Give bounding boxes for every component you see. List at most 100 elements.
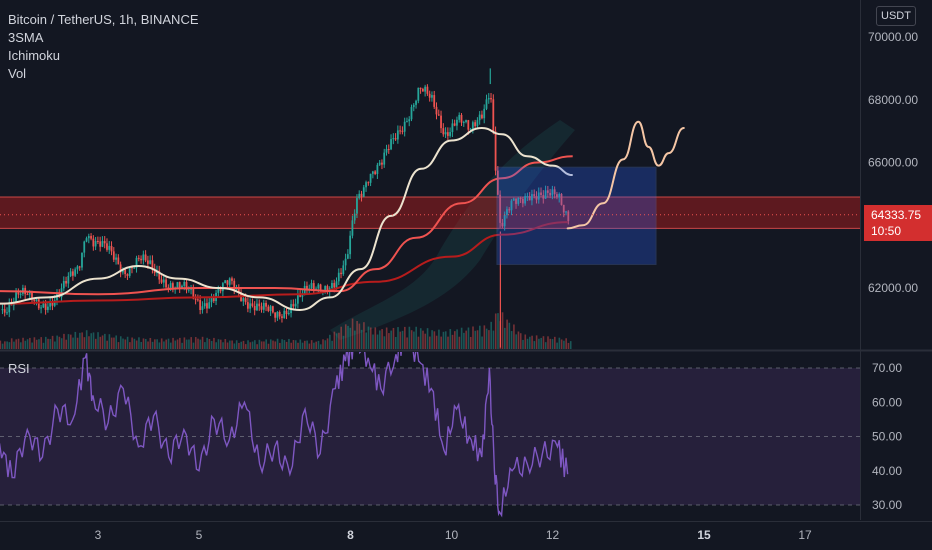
candle-body: [78, 266, 81, 268]
volume-bar: [13, 341, 15, 349]
volume-bar: [399, 331, 402, 349]
volume-bar: [185, 339, 188, 349]
candle-body: [426, 86, 429, 94]
candle-body: [401, 130, 404, 132]
volume-bar: [33, 337, 36, 349]
volume-bar: [131, 337, 133, 349]
volume-bar: [465, 330, 467, 349]
candle-body: [471, 122, 474, 129]
indicator-vol-label[interactable]: Vol: [8, 66, 27, 81]
candle-body: [299, 294, 302, 297]
candle-body: [551, 189, 554, 196]
rsi-axis-label: 70.00: [872, 361, 902, 375]
candle-body: [40, 307, 42, 309]
volume-bar: [401, 330, 404, 349]
volume-bar: [119, 336, 122, 349]
volume-bar: [10, 338, 13, 349]
volume-bar: [315, 341, 318, 349]
volume-bar: [467, 327, 470, 349]
candle-body: [144, 254, 147, 261]
candle-body: [203, 303, 206, 307]
volume-bar: [6, 341, 8, 349]
volume-bar: [517, 331, 520, 349]
candle-body: [260, 306, 263, 310]
volume-bar: [79, 332, 81, 349]
candle-body: [521, 198, 524, 204]
volume-bar: [90, 333, 93, 349]
volume-bar: [385, 327, 388, 349]
volume-bar: [222, 342, 224, 349]
volume-bar: [483, 325, 486, 349]
volume-bar: [279, 342, 281, 349]
volume-bar: [383, 336, 386, 349]
volume-bar: [417, 336, 420, 349]
candle-body: [315, 288, 317, 290]
candle-body: [169, 283, 172, 288]
candle-body: [69, 271, 72, 277]
candle-body: [317, 284, 320, 289]
volume-bar: [54, 341, 56, 349]
candle-body: [92, 238, 95, 247]
candle-body: [3, 309, 6, 313]
volume-bar: [519, 333, 522, 349]
volume-bar: [192, 342, 195, 349]
candle-body: [181, 285, 183, 288]
candle-body: [342, 265, 345, 275]
candle-body: [331, 283, 333, 289]
candle-body: [369, 173, 372, 183]
volume-bar: [372, 334, 374, 349]
volume-bar: [463, 332, 465, 349]
candle-body: [444, 132, 447, 135]
candle-body: [217, 288, 220, 293]
candle-body: [510, 200, 513, 211]
volume-bar: [497, 313, 499, 349]
volume-bar: [513, 324, 515, 349]
volume-bar: [176, 339, 179, 349]
volume-bar: [485, 328, 488, 349]
candle-body: [344, 258, 347, 266]
candle-body: [94, 240, 97, 247]
volume-bar: [183, 337, 186, 349]
volume-bar: [379, 330, 381, 349]
volume-bar: [219, 339, 222, 349]
candle-body: [446, 132, 449, 136]
candle-body: [15, 292, 17, 303]
volume-bar: [169, 342, 172, 349]
volume-bar: [85, 330, 88, 349]
volume-bar: [58, 336, 61, 349]
volume-bar: [413, 331, 415, 349]
volume-bar: [113, 337, 115, 349]
currency-button[interactable]: USDT: [876, 6, 916, 26]
volume-bar: [204, 342, 206, 349]
volume-bar: [406, 337, 408, 349]
candle-body: [42, 303, 45, 308]
volume-bar: [304, 340, 306, 349]
volume-bar: [331, 340, 333, 349]
candle-body: [165, 279, 167, 288]
candle-body: [178, 282, 181, 288]
volume-bar: [363, 322, 365, 349]
volume-bar: [76, 337, 79, 349]
volume-bar: [444, 331, 447, 349]
bar-countdown: 10:50: [871, 224, 902, 238]
volume-bar: [556, 342, 558, 349]
volume-bar: [547, 336, 549, 349]
volume-bar: [344, 324, 347, 349]
volume-bar: [390, 330, 392, 349]
candle-body: [440, 115, 442, 129]
volume-bar: [285, 341, 288, 349]
volume-bar: [8, 342, 11, 349]
candle-body: [31, 291, 33, 300]
volume-bar: [40, 337, 43, 349]
volume-bar: [549, 338, 552, 349]
candle-body: [35, 299, 38, 302]
volume-bar: [324, 340, 327, 349]
candle-body: [267, 306, 270, 311]
volume-bar: [394, 336, 397, 349]
candle-body: [269, 306, 272, 311]
indicator-ichimoku-label[interactable]: Ichimoku: [8, 48, 61, 63]
volume-bar: [251, 341, 254, 349]
indicator-3sma-label[interactable]: 3SMA: [8, 30, 44, 45]
candle-body: [406, 121, 408, 123]
